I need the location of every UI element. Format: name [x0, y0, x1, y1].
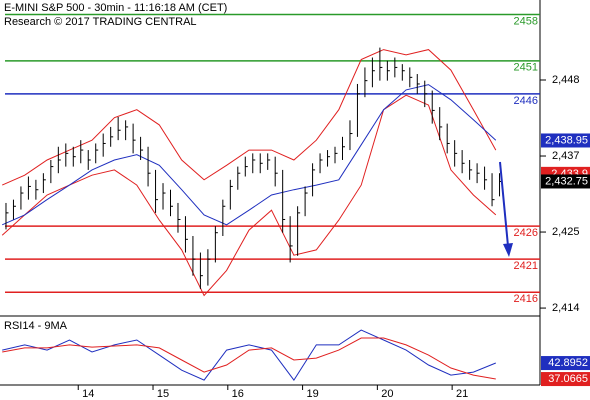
- y-tick-label: 2,448: [552, 74, 580, 86]
- price-label-box: [541, 133, 590, 148]
- indicator-line: [1, 84, 497, 226]
- x-tick-label: 14: [82, 388, 94, 400]
- forecast-arrow-head: [503, 243, 513, 257]
- price-label-box: [541, 174, 590, 189]
- level-label: 2451: [514, 62, 538, 74]
- level-label: 2446: [514, 95, 538, 107]
- forecast-arrow: [499, 161, 509, 247]
- rsi-line: [2, 329, 496, 381]
- chart-title: E-MINI S&P 500 - 30min - 11:16:18 AM (CE…: [4, 2, 227, 14]
- x-tick-label: 20: [381, 388, 393, 400]
- price-label-box: [541, 356, 590, 371]
- x-tick-label: 21: [456, 388, 468, 400]
- chart-subtitle: Research © 2017 TRADING CENTRAL: [4, 16, 197, 28]
- rsi-title: RSI14 - 9MA: [4, 320, 68, 332]
- rsi-line: [2, 337, 496, 380]
- x-tick-label: 15: [157, 388, 169, 400]
- price-label: 2,432.75: [545, 175, 588, 187]
- indicator-line: [1, 49, 497, 186]
- price-label: 2,438.95: [545, 134, 588, 146]
- y-tick-label: 2,414: [552, 302, 580, 314]
- y-tick-label: 2,425: [552, 226, 580, 238]
- y-tick-label: 2,437: [552, 150, 580, 162]
- x-tick-label: 16: [232, 388, 244, 400]
- level-label: 2426: [514, 227, 538, 239]
- price-label-box: [541, 372, 590, 387]
- level-label: 2421: [514, 260, 538, 272]
- plot-layer: 2458 2451 2446 2426 2421 2416 2,448 2,437 2,425 2…: [1, 13, 590, 400]
- level-label: 2458: [514, 15, 538, 27]
- price-label: 42.8952: [548, 357, 588, 369]
- indicator-line: [1, 94, 497, 297]
- x-tick-label: 19: [306, 388, 318, 400]
- price-label: 37.0665: [548, 373, 588, 385]
- level-label: 2416: [514, 293, 538, 305]
